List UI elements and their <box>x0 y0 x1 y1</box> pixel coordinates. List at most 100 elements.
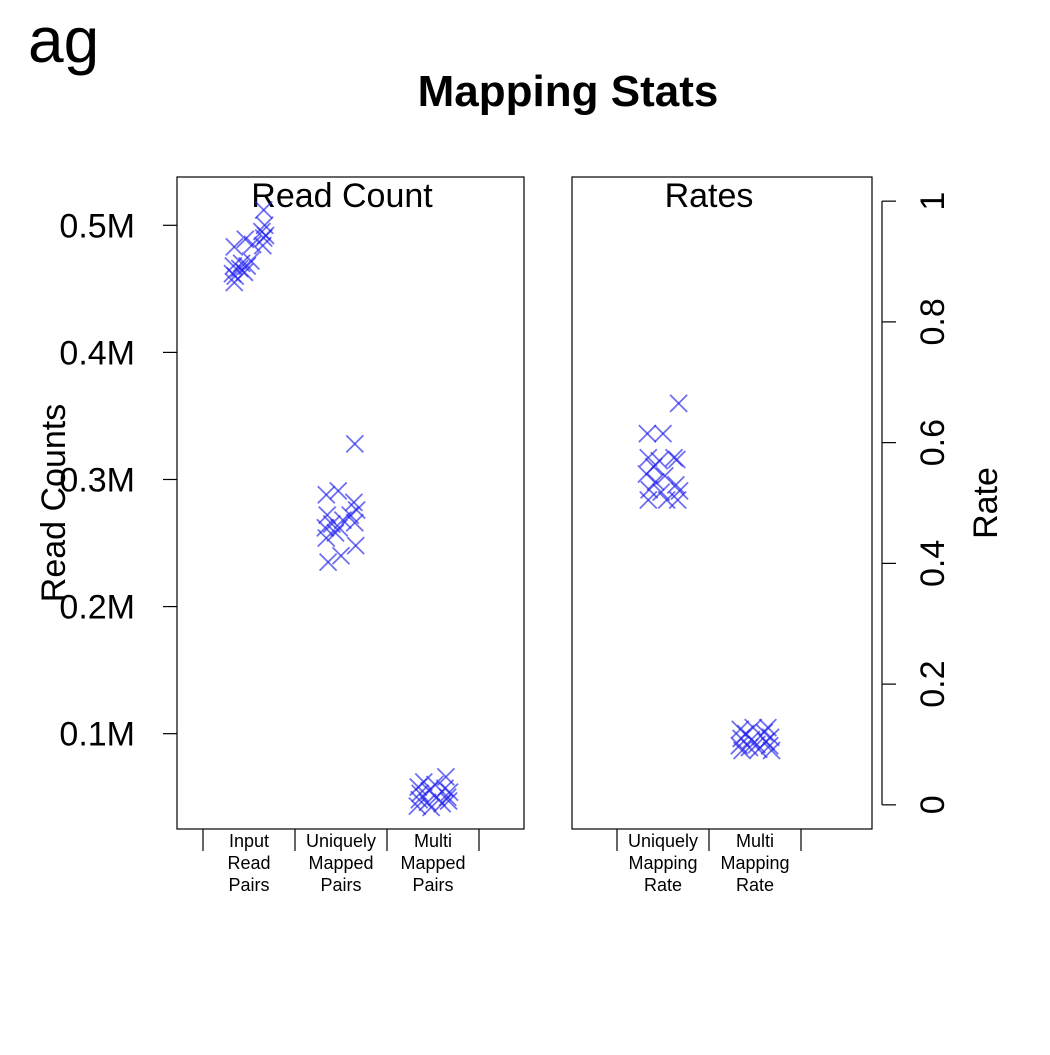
data-point <box>639 490 658 510</box>
data-point <box>669 394 688 413</box>
data-point-stroke <box>322 514 341 534</box>
y-axis-title-left: Read Counts <box>35 404 73 602</box>
data-point <box>760 736 779 755</box>
data-point <box>436 767 456 787</box>
x-category-label: Uniquely <box>306 831 376 851</box>
y-tick-label: 0.2 <box>914 660 952 707</box>
x-category-label: Input <box>229 831 269 851</box>
chart-title: Mapping Stats <box>418 67 719 116</box>
data-point <box>225 237 244 257</box>
data-point <box>238 256 257 276</box>
panel-rates-title: Rates <box>665 177 754 215</box>
y-tick-label: 0.5M <box>59 207 135 245</box>
x-category-label: Pairs <box>320 875 361 895</box>
data-point-stroke <box>730 736 749 755</box>
data-point-stroke <box>760 736 779 755</box>
data-point-stroke <box>344 493 364 512</box>
data-point-stroke <box>439 791 458 811</box>
data-point-stroke <box>418 793 437 812</box>
x-category-label: Mapping <box>628 853 697 873</box>
x-category-label: Read <box>227 853 270 873</box>
data-point-stroke <box>440 783 459 802</box>
y-tick-label: 0.1M <box>59 716 135 754</box>
data-point-stroke <box>236 230 255 249</box>
data-point <box>235 263 254 282</box>
data-point-stroke <box>639 448 658 467</box>
data-point <box>667 450 686 469</box>
data-point-stroke <box>646 472 665 492</box>
data-point <box>256 226 275 245</box>
data-point <box>439 791 458 811</box>
data-point <box>422 798 441 817</box>
data-point <box>318 552 338 572</box>
panel-rates-frame <box>571 176 873 830</box>
data-point-stroke <box>762 741 781 760</box>
data-point-stroke <box>638 424 657 443</box>
data-point-stroke <box>653 424 673 443</box>
data-point-stroke <box>329 481 348 501</box>
x-category-label: Mapped <box>308 853 373 873</box>
data-point-stroke <box>254 200 273 220</box>
x-category-label: Pairs <box>412 875 453 895</box>
data-point <box>652 482 671 502</box>
data-point-stroke <box>652 482 671 502</box>
y-tick-label: 0.4 <box>914 540 952 587</box>
y-tick-label: 0 <box>914 795 952 814</box>
y-tick-label: 0.2M <box>59 589 135 627</box>
data-point-stroke <box>345 434 364 454</box>
x-axis-read-count: InputReadPairsUniquelyMappedPairsMultiMa… <box>202 829 480 895</box>
data-point-stroke <box>317 528 336 548</box>
x-category-label: Multi <box>414 831 452 851</box>
data-point <box>345 434 364 454</box>
data-point-stroke <box>235 263 254 282</box>
y-tick-label: 0.3M <box>59 461 135 499</box>
data-point-stroke <box>669 394 688 413</box>
data-point-stroke <box>318 552 338 572</box>
data-point-stroke <box>317 485 336 504</box>
data-point-stroke <box>238 256 257 276</box>
data-point-stroke <box>422 798 441 817</box>
data-point-stroke <box>758 718 778 737</box>
data-point-stroke <box>326 523 345 543</box>
data-point-stroke <box>256 226 275 245</box>
data-point <box>317 485 336 504</box>
panel-read-count-frame <box>176 176 525 830</box>
data-point <box>241 251 260 271</box>
y-tick-label: 0.4M <box>59 334 135 372</box>
data-point <box>646 472 665 492</box>
data-point <box>326 523 345 543</box>
y-axis-right: 0 0.2 0.4 0.6 0.8 1 <box>881 192 952 814</box>
data-point <box>670 481 689 501</box>
data-point-stroke <box>731 720 750 739</box>
x-category-label: Uniquely <box>628 831 698 851</box>
y-tick-label: 1 <box>914 192 952 211</box>
y-axis-title-right: Rate <box>967 467 1005 539</box>
data-point-stroke <box>318 505 337 525</box>
data-point <box>317 528 336 548</box>
panel-rates: Rates Rate 00.20.40.60.81 UniquelyMappin… <box>571 176 1005 895</box>
data-point <box>638 424 657 443</box>
data-point-stroke <box>670 481 689 501</box>
x-category-label: Mapping <box>720 853 789 873</box>
data-point <box>414 772 433 792</box>
data-point-stroke <box>345 513 364 532</box>
rates-points <box>637 394 781 760</box>
data-point-stroke <box>243 235 262 254</box>
data-point-stroke <box>225 237 244 257</box>
y-tick-label: 0.8 <box>914 298 952 345</box>
data-point-stroke <box>655 466 674 485</box>
data-point <box>254 200 273 220</box>
data-point-stroke <box>438 788 457 807</box>
x-category-label: Mapped <box>400 853 465 873</box>
data-point-stroke <box>331 546 351 565</box>
data-point <box>331 546 351 565</box>
data-point-stroke <box>436 767 456 787</box>
data-point <box>666 475 686 495</box>
panel-read-count: Read Count Read Counts 0.1M 0.2M 0.3M 0.4M 0… <box>35 176 525 895</box>
x-category-label: Rate <box>644 875 682 895</box>
data-point-stroke <box>241 251 260 271</box>
panel-read-count-title: Read Count <box>251 177 433 215</box>
data-point-stroke <box>414 772 433 792</box>
